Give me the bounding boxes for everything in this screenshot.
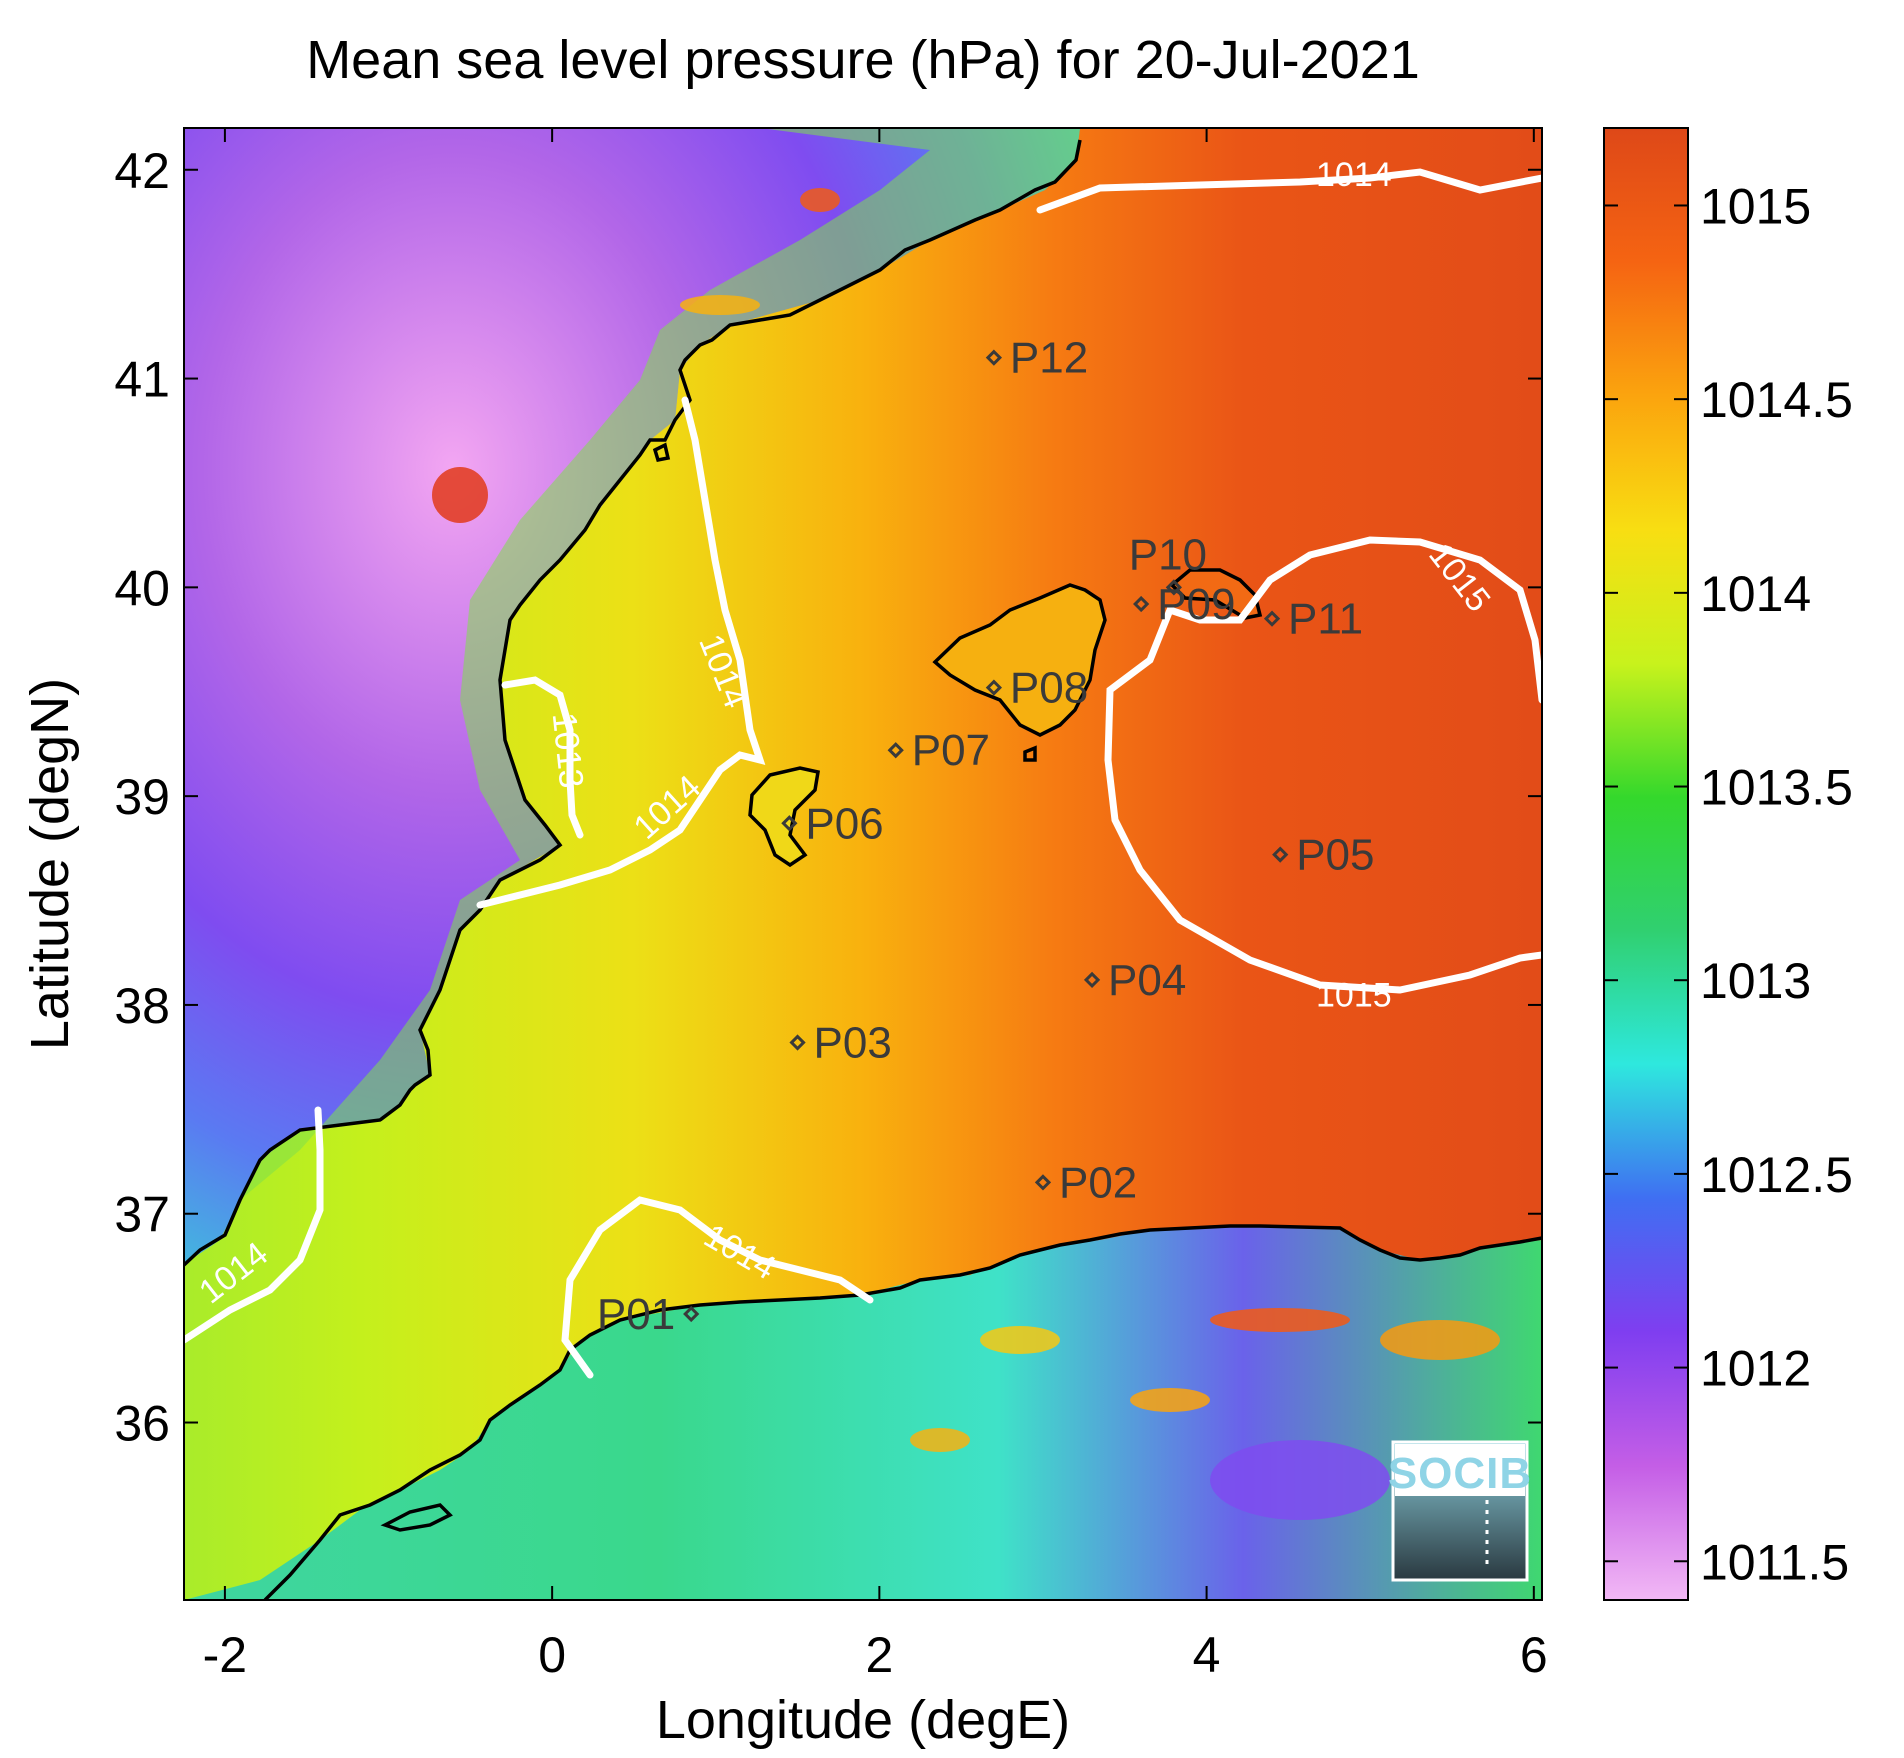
station-p05: P05 — [1272, 831, 1375, 880]
contour-1014-south — [561, 1196, 874, 1379]
colorbar-tick-label: 1015 — [1700, 178, 1811, 234]
station-p01: P01 — [597, 1290, 700, 1339]
contour-1014-north — [1036, 168, 1542, 214]
station-p02: P02 — [1034, 1158, 1137, 1207]
station-label: P02 — [1059, 1158, 1137, 1207]
contour-1014-southwest — [184, 1106, 324, 1344]
menorca-land — [1172, 570, 1260, 618]
station-marker — [1272, 846, 1289, 863]
station-p03: P03 — [789, 1019, 892, 1068]
station-marker — [985, 349, 1003, 366]
y-tick-label: 37 — [114, 1187, 170, 1243]
station-marker — [1034, 1174, 1052, 1191]
x-tick-label: 4 — [1193, 1627, 1221, 1683]
station-marker — [1083, 971, 1101, 989]
station-p06: P06 — [781, 799, 884, 848]
iberia-coast-band — [240, 128, 1080, 1200]
mallorca-coastline — [932, 583, 1107, 737]
colorbar-tick-label: 1012.5 — [1700, 1147, 1853, 1203]
y-tick-label: 41 — [114, 352, 170, 408]
contour-1013-west — [501, 676, 584, 839]
colorbar-tick-label: 1013.5 — [1700, 760, 1853, 816]
contour-1015-east — [1104, 536, 1542, 994]
station-label: P06 — [805, 799, 883, 848]
columbretes-coastline — [652, 442, 671, 463]
mallorca-land — [935, 585, 1105, 735]
africa-coastline — [263, 1224, 1542, 1600]
station-marker — [1263, 610, 1281, 627]
x-axis-label: Longitude (degE) — [656, 1690, 1070, 1750]
y-axis-label: Latitude (degN) — [20, 678, 80, 1050]
station-marker — [683, 1305, 700, 1323]
africa-land — [184, 1226, 1542, 1600]
x-tick-label: -2 — [203, 1627, 247, 1683]
colorbar-tick-label: 1013 — [1700, 953, 1811, 1009]
station-marker — [985, 679, 1003, 696]
station-label: P12 — [1010, 334, 1088, 383]
station-p10: P10 — [1129, 530, 1207, 596]
station-p08: P08 — [985, 664, 1088, 713]
colorbar-tick-label: 1011.5 — [1700, 1534, 1849, 1590]
station-label: P05 — [1296, 831, 1374, 880]
contour-label: 1014 — [1316, 156, 1392, 194]
station-label: P03 — [814, 1019, 892, 1068]
station-label: P04 — [1108, 956, 1186, 1005]
map-title: Mean sea level pressure (hPa) for 20-Jul… — [306, 30, 1420, 90]
station-p11: P11 — [1263, 595, 1363, 644]
station-marker — [887, 742, 904, 759]
logo-text: SOCIB — [1388, 1449, 1532, 1498]
iberia-coastline — [184, 139, 1082, 1267]
colorbar-tick-label: 1014.5 — [1700, 372, 1853, 428]
map-panel — [184, 128, 1542, 1600]
station-p07: P07 — [887, 726, 990, 775]
contour-label: 1015 — [1316, 976, 1392, 1014]
station-label: P07 — [912, 726, 990, 775]
menorca-coastline — [1169, 568, 1263, 620]
colorbar-ticks: 1011.5 1012 1012.5 1013 1013.5 1014 1014.5 1015 — [1604, 178, 1853, 1590]
y-tick-label: 42 — [114, 143, 170, 199]
station-marker — [1165, 579, 1182, 596]
colorbar-gradient — [1603, 127, 1689, 1601]
ibiza-coastline — [748, 766, 820, 868]
station-label: P11 — [1288, 595, 1363, 644]
cabrera-coastline — [1023, 745, 1037, 762]
station-marker — [1133, 595, 1150, 613]
coastlines — [184, 139, 1542, 1600]
colorbar-tick-label: 1012 — [1700, 1341, 1811, 1397]
terrain-hotspots — [432, 188, 1500, 1520]
contour-1014-central — [476, 396, 766, 909]
station-label: P10 — [1129, 530, 1207, 579]
x-tick-label: 0 — [538, 1627, 566, 1683]
x-axis-ticks: -2 0 2 4 6 — [203, 128, 1548, 1683]
alboran-coastline — [380, 1503, 453, 1532]
y-tick-label: 40 — [114, 560, 170, 616]
colorbar: 1011.5 1012 1012.5 1013 1013.5 1014 1014.5 1015 — [1603, 127, 1853, 1601]
pressure-contours — [184, 168, 1542, 1379]
y-tick-label: 36 — [114, 1396, 170, 1452]
station-label: P08 — [1010, 664, 1088, 713]
y-tick-label: 39 — [114, 769, 170, 825]
station-marker — [789, 1034, 806, 1051]
contour-label: 1013 — [545, 711, 591, 790]
station-marker — [781, 815, 798, 832]
iberia-land — [184, 128, 1080, 1265]
station-p12: P12 — [985, 334, 1088, 383]
y-axis-ticks: 36 37 38 39 40 41 42 — [114, 143, 1542, 1452]
colorbar-tick-label: 1014 — [1700, 566, 1811, 622]
ibiza-land — [750, 768, 818, 865]
station-label: P01 — [597, 1290, 675, 1339]
y-tick-label: 38 — [114, 978, 170, 1034]
x-tick-label: 6 — [1520, 1627, 1548, 1683]
socib-logo: SOCIB — [1388, 1440, 1532, 1582]
map-axes-frame — [183, 127, 1543, 1601]
x-tick-label: 2 — [865, 1627, 893, 1683]
station-p04: P04 — [1083, 956, 1186, 1005]
